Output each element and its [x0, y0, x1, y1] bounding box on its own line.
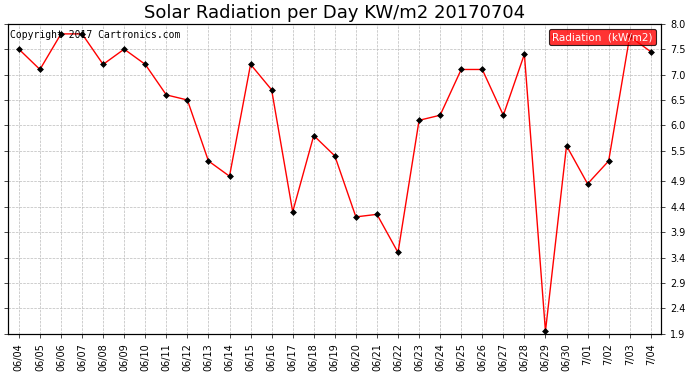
Text: Copyright 2017 Cartronics.com: Copyright 2017 Cartronics.com — [10, 30, 180, 40]
Legend: Radiation  (kW/m2): Radiation (kW/m2) — [549, 29, 656, 45]
Title: Solar Radiation per Day KW/m2 20170704: Solar Radiation per Day KW/m2 20170704 — [144, 4, 525, 22]
